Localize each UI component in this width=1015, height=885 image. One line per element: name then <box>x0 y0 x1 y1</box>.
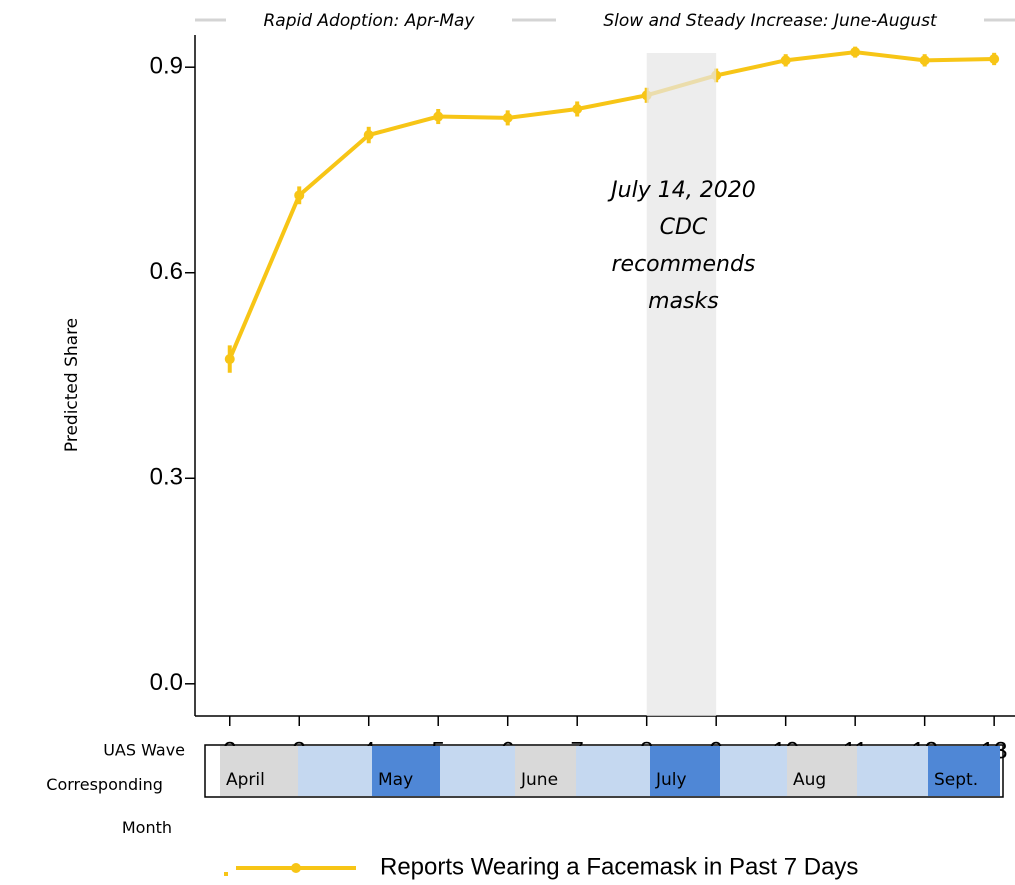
annotation: July 14, 2020 <box>607 178 756 203</box>
month-label: May <box>378 770 413 790</box>
legend-label: Reports Wearing a Facemask in Past 7 Day… <box>380 853 858 880</box>
data-point <box>433 111 444 122</box>
month-cell <box>787 746 857 796</box>
month-label: Aug <box>793 770 826 790</box>
month-cell <box>857 746 928 796</box>
month-cell <box>928 746 1000 796</box>
month-cell <box>650 746 720 796</box>
y-axis-label: Predicted Share <box>62 318 82 452</box>
legend-tick <box>224 872 228 876</box>
data-point <box>850 47 861 58</box>
x-axis-label: UAS Wave <box>103 741 185 760</box>
y-tick-label: 0.9 <box>150 53 183 80</box>
month-label: July <box>655 770 687 790</box>
month-row-label-line: Corresponding <box>46 775 168 794</box>
y-tick-label: 0.6 <box>150 258 183 285</box>
highlight-band <box>646 53 717 716</box>
data-point <box>502 112 513 123</box>
annotation: recommends <box>611 252 755 277</box>
y-tick-label: 0.0 <box>150 669 183 696</box>
period-label: Slow and Steady Increase: June-August <box>603 11 938 31</box>
month-row-label-line: Month <box>122 818 172 837</box>
month-cell <box>440 746 515 796</box>
data-point <box>989 53 1000 64</box>
data-point <box>294 190 305 201</box>
month-row-label: Corresponding Month <box>46 775 172 837</box>
data-point <box>224 354 235 365</box>
month-label: June <box>520 770 558 790</box>
data-point <box>572 103 583 114</box>
data-line <box>227 50 995 360</box>
month-cell <box>220 746 298 796</box>
month-label: April <box>226 770 265 790</box>
legend-marker <box>291 863 301 873</box>
month-cell <box>515 746 576 796</box>
annotation: CDC <box>660 215 708 240</box>
data-point <box>780 55 791 66</box>
month-label: Sept. <box>934 770 978 790</box>
data-point <box>919 55 930 66</box>
y-tick-label: 0.3 <box>150 464 183 491</box>
month-row-border <box>204 744 1004 798</box>
period-label: Rapid Adoption: Apr-May <box>263 11 475 31</box>
data-point <box>363 130 374 141</box>
month-cell <box>372 746 440 796</box>
month-cell <box>720 746 787 796</box>
month-cell <box>576 746 650 796</box>
month-cell <box>298 746 372 796</box>
annotation: masks <box>648 289 719 314</box>
